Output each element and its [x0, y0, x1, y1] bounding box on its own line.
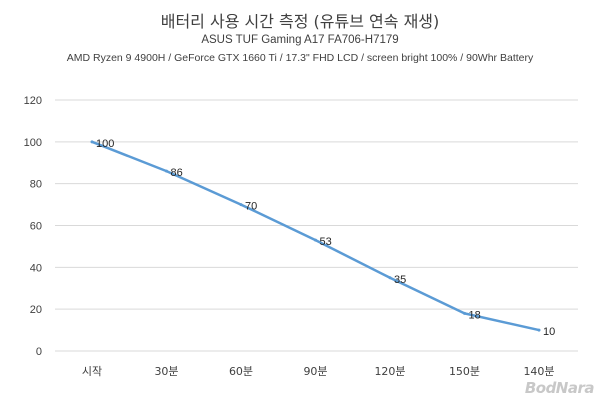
- chart-title: 배터리 사용 시간 측정 (유튜브 연속 재생): [160, 12, 440, 31]
- y-tick-label: 120: [24, 95, 42, 107]
- data-point: [314, 238, 317, 242]
- data-point: [388, 276, 392, 280]
- y-tick-label: 80: [30, 179, 42, 191]
- data-point: [239, 203, 243, 207]
- data-label: 53: [320, 236, 332, 248]
- chart-subtitle: ASUS TUF Gaming A17 FA706-H7179: [201, 34, 399, 46]
- x-tick-label: 60분: [229, 365, 253, 378]
- y-tick-label: 100: [24, 137, 42, 149]
- x-tick-label: 90분: [303, 365, 327, 378]
- data-label: 86: [171, 167, 183, 179]
- x-tick-label: 150분: [449, 365, 480, 378]
- data-label: 100: [96, 138, 114, 150]
- x-tick-label: 시작: [82, 365, 102, 378]
- chart-specs: AMD Ryzen 9 4900H / GeForce GTX 1660 Ti …: [66, 52, 534, 64]
- data-point: [165, 169, 168, 173]
- watermark-logo: BodNara: [524, 379, 595, 397]
- x-tick-label: 120분: [374, 365, 405, 378]
- y-tick-label: 20: [30, 304, 42, 316]
- x-tick-label: 30분: [154, 365, 178, 378]
- x-tick-label: 140분: [523, 365, 554, 378]
- data-point: [90, 140, 94, 144]
- data-label: 10: [543, 326, 555, 338]
- data-point: [463, 311, 466, 315]
- y-tick-label: 0: [36, 346, 42, 358]
- data-label: 35: [394, 274, 406, 286]
- y-tick-label: 40: [30, 262, 42, 274]
- y-tick-label: 60: [30, 221, 42, 233]
- series-line: [90, 140, 541, 332]
- data-label: 18: [469, 309, 481, 321]
- data-point: [537, 328, 541, 332]
- data-label: 70: [245, 201, 257, 213]
